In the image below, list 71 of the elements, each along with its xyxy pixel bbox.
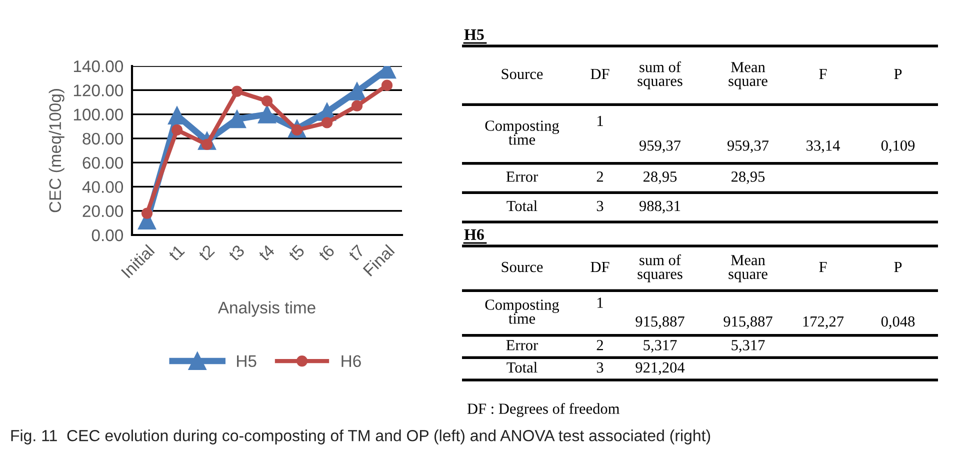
y-tick-label: 60.00 xyxy=(82,156,124,169)
text: 5,317 xyxy=(644,340,677,353)
category-label: DF xyxy=(590,69,610,80)
x-tick-label: t5 xyxy=(288,244,306,262)
text: 5,317 xyxy=(732,340,765,353)
x-axis-title: Analysis time xyxy=(218,301,316,317)
text: 921,204 xyxy=(636,362,685,375)
text: 988,31 xyxy=(639,200,680,214)
y-tick-label: 0.00 xyxy=(92,229,124,242)
text: 915,887 xyxy=(636,316,684,329)
point xyxy=(228,110,246,128)
text: H6 xyxy=(464,229,484,240)
category-label: Total xyxy=(506,362,538,373)
category-label: Composting time xyxy=(485,120,560,145)
y-tick-label: 120.00 xyxy=(74,84,124,96)
legend-label: H5 xyxy=(237,355,256,368)
text: 0,109 xyxy=(881,140,915,153)
point xyxy=(351,100,363,112)
x-tick-label: t1 xyxy=(168,244,186,262)
text: 915,887 xyxy=(724,316,772,329)
category-label: sum of squares xyxy=(638,254,682,282)
point xyxy=(261,95,273,107)
text: 1 xyxy=(598,298,603,308)
text: 959,37 xyxy=(727,140,769,153)
category-label: Total xyxy=(506,200,538,212)
category-label: Source xyxy=(502,68,543,80)
point xyxy=(321,117,333,128)
x-tick-label: t3 xyxy=(228,244,246,262)
point xyxy=(381,80,393,91)
category-label: P xyxy=(894,262,902,272)
text: 0,048 xyxy=(881,316,915,329)
text: 2 xyxy=(596,340,603,350)
category-label: DF xyxy=(590,262,610,272)
text: H5 xyxy=(464,29,484,40)
category-label: Error xyxy=(506,340,538,350)
category-label: Mean square xyxy=(728,255,768,282)
category-label: Error xyxy=(506,172,538,182)
y-tick-label: 40.00 xyxy=(82,181,124,193)
text: 172,27 xyxy=(803,316,844,329)
category-label: F xyxy=(819,69,827,80)
y-axis-title: CEC (meq/100g) xyxy=(48,89,64,212)
text: 2 xyxy=(596,172,603,182)
y-tick-label: 100.00 xyxy=(74,108,124,120)
y-tick-label: 20.00 xyxy=(82,205,124,218)
category-label: F xyxy=(819,262,827,272)
text: 28,95 xyxy=(731,172,765,184)
point xyxy=(171,124,183,136)
text: 3 xyxy=(596,362,604,373)
category-label: Source xyxy=(502,262,543,272)
point xyxy=(348,82,366,100)
x-tick-label: t4 xyxy=(258,244,276,262)
point xyxy=(258,105,276,124)
text: 3 xyxy=(596,200,604,212)
point xyxy=(141,208,153,219)
x-tick-label: t6 xyxy=(318,244,336,262)
text: 33,14 xyxy=(806,140,840,153)
text: 28,95 xyxy=(643,172,677,184)
x-tick-label: t2 xyxy=(198,244,216,262)
y-tick-label: 80.00 xyxy=(82,132,124,145)
category-label: P xyxy=(894,69,902,80)
category-label: Composting time xyxy=(485,300,560,324)
text: 1 xyxy=(598,116,603,126)
text: DF : Degrees of freedom xyxy=(467,402,620,418)
text: 959,37 xyxy=(639,140,681,153)
x-tick-label: t7 xyxy=(348,244,366,262)
category-label: sum of squares xyxy=(638,61,682,90)
point xyxy=(231,86,243,97)
caption: Fig. 11 CEC evolution during co-composting of TM and OP (left) and ANOVA test associated (right) xyxy=(11,430,710,444)
legend-label: H6 xyxy=(342,355,361,368)
y-tick-label: 140.00 xyxy=(74,60,124,72)
category-label: Mean square xyxy=(728,62,768,90)
